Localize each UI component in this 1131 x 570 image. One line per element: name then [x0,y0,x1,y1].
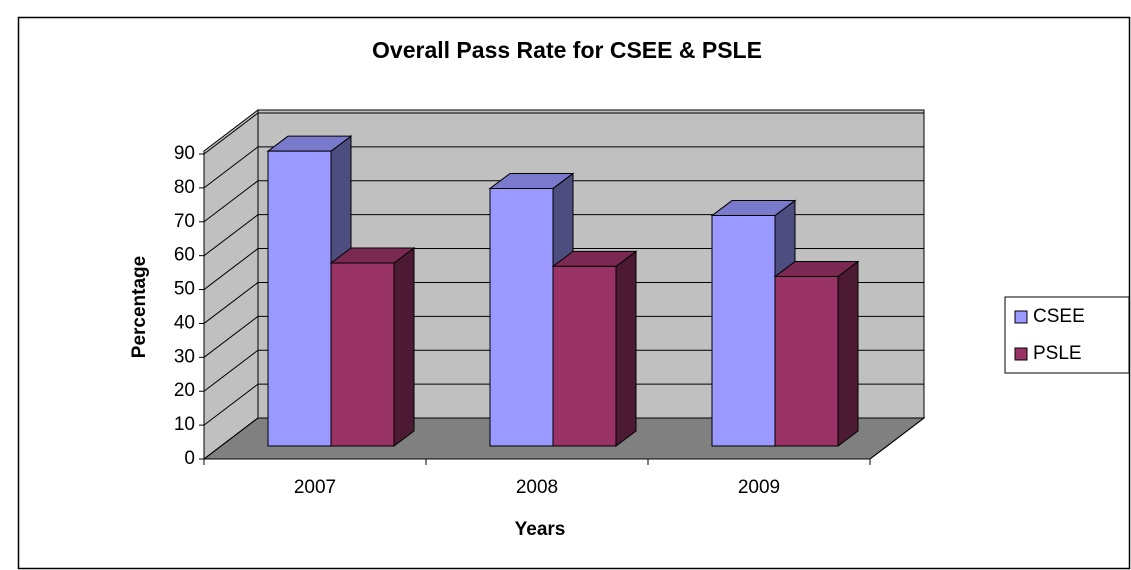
x-axis-depth [869,417,925,460]
legend-swatch [1014,347,1028,361]
y-tick-label: 90 [174,143,195,164]
grid-line [203,417,259,460]
y-tick-label: 70 [174,211,195,232]
grid-line [203,282,259,324]
bar [329,247,416,447]
chart-title: Overall Pass Rate for CSEE & PSLE [372,37,762,63]
x-tick-label: 2007 [294,477,336,498]
x-tick-label: 2008 [516,477,558,498]
x-tick-label: 2009 [738,477,780,498]
y-tick-label: 20 [174,380,195,401]
y-tick-label: 10 [174,414,195,435]
grid-line [203,146,259,189]
bar-side [615,250,637,447]
bar-side [837,260,859,447]
bar-front [774,276,839,447]
bar-front [489,187,554,447]
y-tick-label: 40 [174,312,195,333]
side-wall [203,108,259,461]
y-tick-label: 60 [174,245,195,266]
bar-side [393,247,415,447]
grid-line [203,315,259,358]
bar-front [711,215,776,447]
y-tick-label: 0 [184,448,195,469]
bar-front [552,265,617,447]
bar [773,260,860,447]
grid-line [203,349,259,392]
grid-line [203,383,259,426]
bar [551,250,638,447]
y-tick-label: 30 [174,346,195,367]
y-tick-label: 80 [174,177,195,198]
grid-line [203,248,259,290]
grid-line [203,112,259,155]
legend-swatch [1014,310,1028,324]
grid-line [203,214,259,257]
y-axis-label: Percentage [129,256,150,358]
grid-line [203,180,259,223]
y-tick-label: 50 [174,279,195,300]
legend-label: CSEE [1033,306,1085,327]
bar-front [267,150,332,447]
bar-front [330,262,395,447]
x-axis-label: Years [515,519,566,540]
legend-label: PSLE [1033,343,1082,364]
